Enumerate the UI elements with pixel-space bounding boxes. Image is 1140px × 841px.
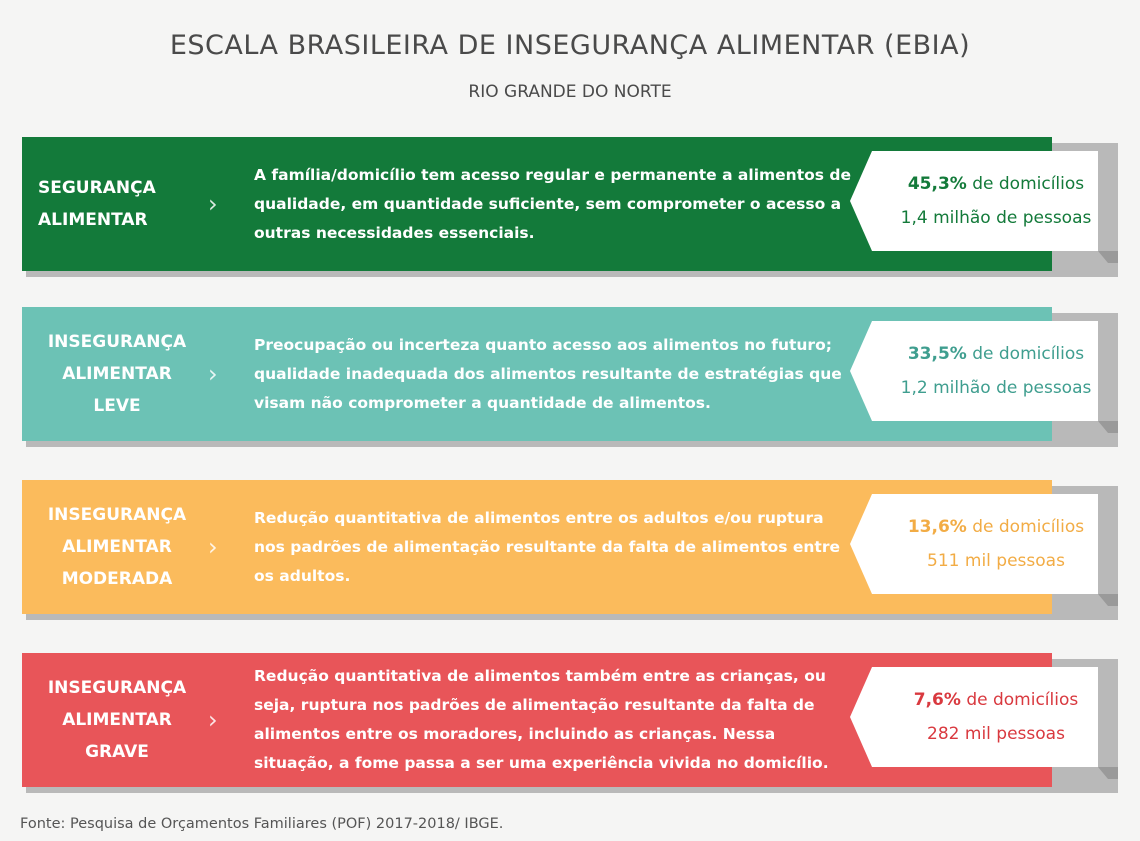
percent-suffix: de domicílios [966, 517, 1085, 537]
category-description: Redução quantitativa de alimentos também… [254, 667, 829, 772]
category-label: INSEGURANÇA ALIMENTAR MODERADA [22, 480, 212, 614]
percent-value: 33,5% [907, 344, 967, 364]
stat-card: 33,5% de domicílios 1,2 milhão de pessoa… [850, 321, 1120, 433]
category-row-moderada: INSEGURANÇA ALIMENTAR MODERADA › Redução… [22, 480, 1120, 620]
percent-suffix: de domicílios [960, 690, 1079, 710]
category-label-line: GRAVE [85, 742, 149, 762]
stat-card: 7,6% de domicílios 282 mil pessoas [850, 667, 1120, 779]
page-subtitle: RIO GRANDE DO NORTE [468, 82, 672, 102]
household-stat: 33,5% de domicílios [908, 337, 1084, 371]
chevron-right-icon: › [208, 706, 218, 734]
percent-value: 13,6% [907, 517, 967, 537]
percent-suffix: de domicílios [966, 174, 1085, 194]
stat-card-text: 33,5% de domicílios 1,2 milhão de pessoa… [872, 321, 1120, 421]
category-row-grave: INSEGURANÇA ALIMENTAR GRAVE › Redução qu… [22, 653, 1120, 793]
category-row-seguranca: SEGURANÇA ALIMENTAR › A família/domicíli… [22, 137, 1120, 277]
chevron-right-icon: › [208, 190, 218, 218]
category-label: SEGURANÇA ALIMENTAR [22, 137, 212, 271]
household-stat: 45,3% de domicílios [908, 167, 1084, 201]
category-description: Redução quantitativa de alimentos entre … [254, 508, 840, 585]
category-label-line: ALIMENTAR [38, 210, 148, 230]
stat-card-text: 45,3% de domicílios 1,4 milhão de pessoa… [872, 151, 1120, 251]
stat-card-text: 7,6% de domicílios 282 mil pessoas [872, 667, 1120, 767]
household-stat: 13,6% de domicílios [908, 510, 1084, 544]
people-stat: 1,2 milhão de pessoas [900, 378, 1092, 398]
stat-card: 45,3% de domicílios 1,4 milhão de pessoa… [850, 151, 1120, 263]
category-label-line: INSEGURANÇA [47, 332, 187, 352]
stat-card: 13,6% de domicílios 511 mil pessoas [850, 494, 1120, 606]
percent-suffix: de domicílios [966, 344, 1085, 364]
category-row-leve: INSEGURANÇA ALIMENTAR LEVE › Preocupação… [22, 307, 1120, 447]
category-label-line: LEVE [93, 396, 141, 416]
people-stat: 511 mil pessoas [927, 551, 1065, 571]
category-description: Preocupação ou incerteza quanto acesso a… [254, 335, 842, 412]
stat-card-shape [850, 494, 1118, 606]
people-stat: 282 mil pessoas [927, 724, 1065, 744]
percent-value: 45,3% [907, 174, 967, 194]
category-label-line: INSEGURANÇA [47, 505, 187, 525]
chevron-right-icon: › [208, 533, 218, 561]
category-description: A família/domicílio tem acesso regular e… [254, 165, 852, 242]
category-label-line: ALIMENTAR [62, 364, 172, 384]
category-label-line: ALIMENTAR [62, 537, 172, 557]
stat-card-text: 13,6% de domicílios 511 mil pessoas [872, 494, 1120, 594]
category-label-line: SEGURANÇA [38, 178, 156, 198]
category-label-line: ALIMENTAR [62, 710, 172, 730]
category-label: INSEGURANÇA ALIMENTAR LEVE [22, 307, 212, 441]
source-note: Fonte: Pesquisa de Orçamentos Familiares… [20, 816, 504, 832]
category-label: INSEGURANÇA ALIMENTAR GRAVE [22, 653, 212, 787]
stat-card-shape [850, 321, 1118, 433]
percent-value: 7,6% [913, 690, 961, 710]
page-title: ESCALA BRASILEIRA DE INSEGURANÇA ALIMENT… [169, 30, 971, 61]
household-stat: 7,6% de domicílios [914, 683, 1078, 717]
category-label-line: MODERADA [61, 569, 173, 589]
people-stat: 1,4 milhão de pessoas [900, 208, 1092, 228]
category-label-line: INSEGURANÇA [47, 678, 187, 698]
stat-card-shape [850, 151, 1118, 263]
stat-card-shape [850, 667, 1118, 779]
chevron-right-icon: › [208, 360, 218, 388]
